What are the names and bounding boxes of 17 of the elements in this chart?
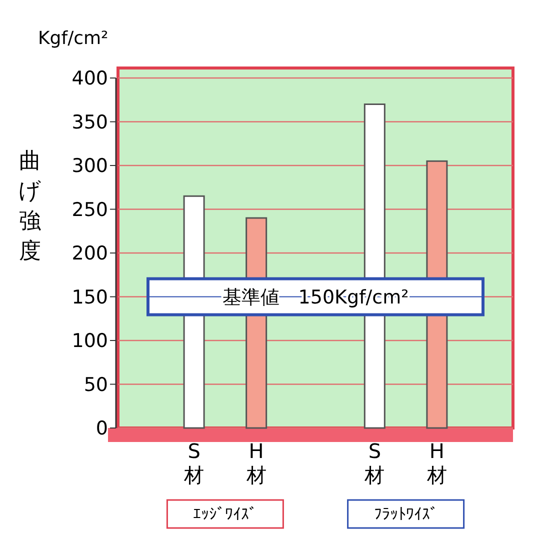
x-tick-label: S材 xyxy=(183,439,204,487)
text: ﾌﾗｯﾄﾜｲｽﾞ xyxy=(374,504,438,524)
x-tick-label: S材 xyxy=(364,439,385,487)
y-axis-title: 曲げ強度 xyxy=(18,149,42,264)
y-tick-label: 350 xyxy=(72,111,108,134)
y-tick-label: 300 xyxy=(72,155,108,178)
y-tick-label: 0 xyxy=(96,418,108,440)
x-tick-label: H材 xyxy=(426,439,447,487)
y-tick-label: 200 xyxy=(72,242,108,265)
y-tick-label: 150 xyxy=(72,286,108,308)
y-tick-label: 250 xyxy=(72,198,108,221)
text: Kgf/cm² xyxy=(38,28,108,49)
y-tick-label: 400 xyxy=(72,68,108,90)
x-tick-label: H材 xyxy=(245,439,266,487)
text: ｴｯｼﾞﾜｲｽﾞ xyxy=(193,504,258,524)
y-tick-label: 100 xyxy=(72,330,108,352)
y-tick-label: 50 xyxy=(84,374,108,396)
